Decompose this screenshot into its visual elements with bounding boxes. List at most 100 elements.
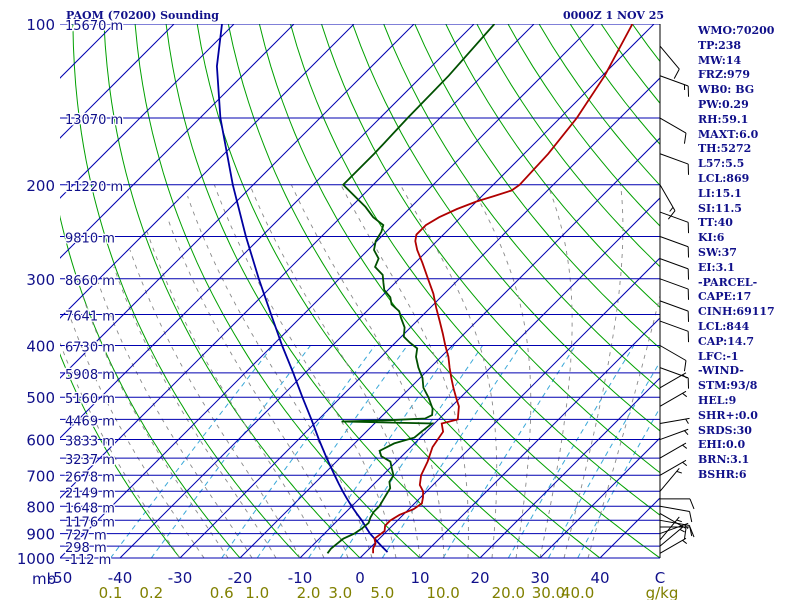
wind-barb-feather: [689, 498, 695, 510]
wind-barb-feather: [683, 132, 687, 144]
wind-barb-feather: [689, 511, 693, 523]
chart-datetime: 0000Z 1 NOV 25: [563, 9, 665, 22]
wind-barb-shaft: [659, 505, 690, 512]
wind-barb-shaft: [659, 390, 687, 407]
height-level-label: 6730 m: [65, 341, 115, 356]
wind-barb-half-feather: [676, 470, 682, 474]
height-level-label: 2678 m: [65, 470, 115, 485]
wind-barb-shaft: [659, 345, 687, 361]
index-item: FRZ:979: [698, 68, 751, 82]
wind-barb: [659, 537, 688, 554]
wind-barb: [659, 278, 690, 300]
isotherm-line: [419, 317, 660, 558]
height-level-label: -112 m: [65, 553, 111, 568]
wind-barb-shaft: [659, 372, 687, 389]
isotherm-line: [239, 137, 660, 558]
temperature-tick-label: 0: [355, 569, 365, 587]
pressure-unit-label: mb: [32, 570, 56, 588]
mixing-ratio-label: 20.0: [492, 584, 525, 600]
index-item: BRN:3.1: [698, 453, 750, 467]
isotherm-line: [179, 77, 660, 558]
wind-barb: [659, 117, 687, 144]
temperature-tick-label: 40: [590, 569, 609, 587]
wind-barb-feather: [673, 68, 680, 79]
index-item: WB0: BG: [698, 83, 755, 97]
wind-barb: [659, 345, 687, 372]
moist-adiabat-line: [67, 311, 205, 558]
wind-barb-shaft: [659, 45, 680, 70]
mixing-ratio-label: 30.0: [532, 584, 565, 600]
mixing-ratio-line: [308, 345, 455, 558]
height-level-label: 7641 m: [65, 310, 115, 325]
parcel-trace: [215, 24, 389, 553]
height-level-label: 11220 m: [65, 180, 123, 195]
index-item: L57:5.5: [698, 157, 745, 171]
index-item: LCL:869: [698, 171, 750, 185]
wind-barb: [659, 372, 688, 389]
height-level-label: 727 m: [65, 529, 107, 544]
index-item: SI:11.5: [698, 201, 742, 215]
isotherm-line: [60, 24, 175, 139]
temperature-tick-label: -40: [108, 569, 133, 587]
mixing-ratio-line: [442, 345, 576, 558]
index-item: SRDS:30: [698, 423, 752, 437]
isotherm-line: [60, 24, 535, 499]
index-item: CAP:14.7: [698, 334, 755, 348]
wind-barb-shaft: [659, 522, 689, 535]
wind-barb-shaft: [659, 516, 680, 541]
wind-barb-half-feather: [682, 444, 688, 449]
moist-adiabat-line: [587, 293, 660, 558]
wind-barb: [659, 211, 690, 234]
isotherm-line: [119, 24, 655, 558]
index-item: MW:14: [698, 53, 742, 67]
index-item: CAPE:17: [698, 290, 752, 304]
temperature-tick-label: C: [655, 569, 665, 587]
mixing-ratio-label: 0.1: [99, 584, 123, 600]
pressure-tick-label: 900: [26, 526, 55, 544]
mixing-ratio-label: 2.0: [297, 584, 321, 600]
wind-barb-half-feather: [682, 461, 688, 467]
height-level-label: 4469 m: [65, 414, 115, 429]
isotherm-line: [60, 24, 475, 439]
wind-barb: [659, 505, 693, 523]
wind-barb: [659, 184, 676, 220]
wind-barb: [659, 467, 682, 492]
index-item: TT:40: [698, 216, 733, 230]
wind-barb-half-feather: [682, 539, 688, 545]
index-item: -WIND-: [698, 364, 744, 378]
wind-barb-shaft: [659, 300, 689, 312]
isotherm-line: [60, 24, 355, 319]
mixing-ratio-line: [221, 345, 376, 558]
wind-barb-half-feather: [685, 418, 689, 424]
temperature-tick-label: 20: [470, 569, 489, 587]
height-level-label: 3833 m: [65, 435, 115, 450]
wind-barb-feather: [683, 528, 687, 540]
indices-panel: WMO:70200 TP:238 MW:14 FRZ:979 WB0: BG PW:0.2…: [698, 24, 800, 483]
index-item: BSHR:6: [698, 467, 747, 481]
height-level-label: 5908 m: [65, 368, 115, 383]
height-level-label: 298 m: [65, 541, 107, 556]
wind-barb-shaft: [659, 442, 687, 459]
index-item: LI:15.1: [698, 186, 742, 200]
moist-adiabat-line: [187, 195, 373, 558]
height-level-label: 13070 m: [65, 113, 123, 128]
height-level-label: 9810 m: [65, 231, 115, 246]
wind-barb-half-feather: [669, 206, 674, 212]
wind-barb: [660, 498, 695, 510]
wind-barb-shaft: [659, 211, 689, 223]
pressure-tick-label: 100: [26, 16, 55, 34]
wind-barb-shaft: [659, 537, 687, 554]
index-item: EI:3.1: [698, 260, 735, 274]
mixing-ratio-label: 10.0: [426, 584, 459, 600]
mixing-ratio-label: 0.2: [139, 584, 163, 600]
index-item: MAXT:6.0: [698, 127, 759, 141]
moist-adiabat-line: [166, 217, 349, 558]
wind-barb: [659, 390, 688, 407]
moist-adiabat-line: [249, 184, 421, 558]
mixing-ratio-label: 5.0: [370, 584, 394, 600]
mixing-ratio-label: 1.0: [245, 584, 269, 600]
temperature-tick-label: -50: [48, 569, 73, 587]
wind-barb: [659, 512, 687, 540]
wind-barb-feather: [667, 210, 676, 220]
